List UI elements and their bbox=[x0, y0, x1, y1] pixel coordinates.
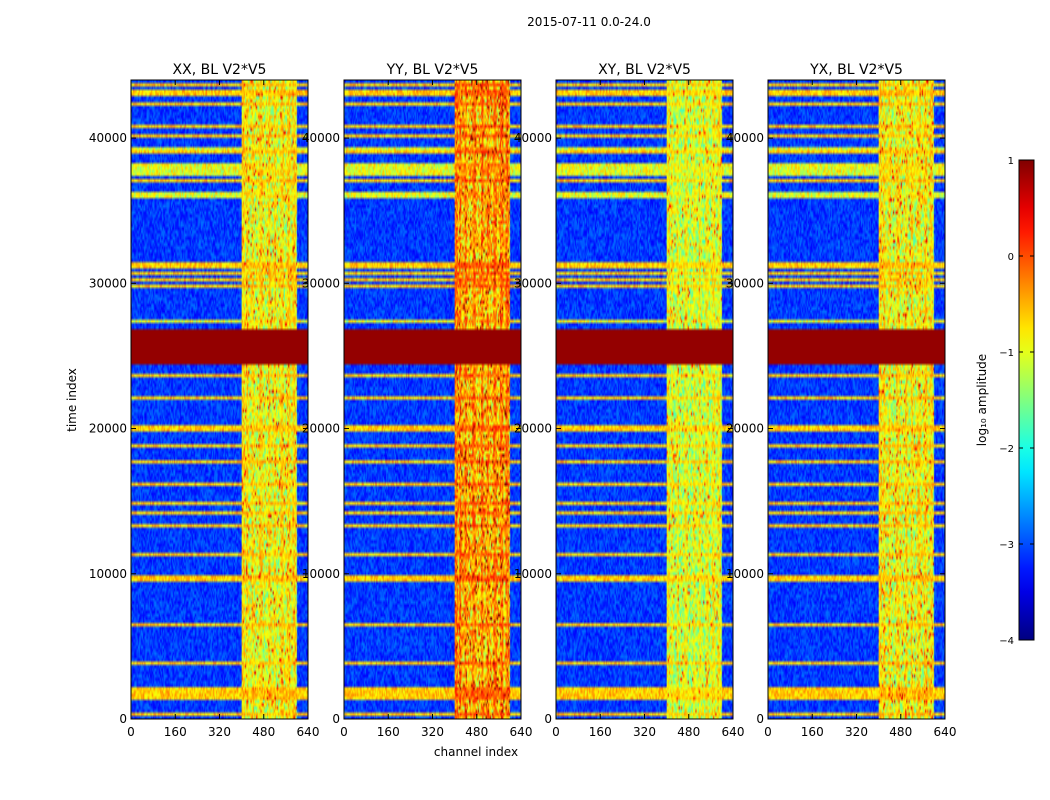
y-tick-label: 10000 bbox=[89, 567, 127, 581]
x-tick-label: 160 bbox=[164, 725, 187, 739]
y-tick-label: 30000 bbox=[514, 276, 552, 290]
x-tick-label: 640 bbox=[722, 725, 745, 739]
y-tick-label: 20000 bbox=[726, 422, 764, 436]
panel-3: YX, BL V2*V5 0 160 320 480 640 0 10000 20000 3000… bbox=[726, 62, 957, 739]
y-tick-label: 40000 bbox=[89, 131, 127, 145]
colorbar-tick-label: −3 bbox=[999, 540, 1014, 551]
y-tick-label: 0 bbox=[332, 712, 340, 726]
x-tick-label: 640 bbox=[934, 725, 957, 739]
x-tick-label: 480 bbox=[677, 725, 700, 739]
colorbar-tick-label: −1 bbox=[999, 348, 1014, 359]
x-tick-label: 320 bbox=[208, 725, 231, 739]
y-axis-label: time index bbox=[65, 368, 79, 432]
x-tick-label: 320 bbox=[633, 725, 656, 739]
x-tick-label: 320 bbox=[845, 725, 868, 739]
x-axis-label: channel index bbox=[434, 745, 518, 759]
x-tick-label: 640 bbox=[510, 725, 533, 739]
x-tick-label: 480 bbox=[889, 725, 912, 739]
panel-2: XY, BL V2*V5 0 160 320 480 640 0 10000 20000 3000… bbox=[514, 62, 745, 739]
y-tick-label: 20000 bbox=[89, 422, 127, 436]
x-tick-label: 0 bbox=[552, 725, 560, 739]
colorbar-tick-label: −2 bbox=[999, 444, 1014, 455]
panel-0: XX, BL V2*V5 0 160 320 480 640 0 10000 20000 3000… bbox=[89, 62, 320, 739]
heatmap-raster bbox=[556, 80, 733, 719]
x-tick-label: 160 bbox=[801, 725, 824, 739]
panel-1: YY, BL V2*V5 0 160 320 480 640 0 10000 20000 3000… bbox=[302, 62, 533, 739]
y-tick-label: 0 bbox=[544, 712, 552, 726]
x-tick-label: 0 bbox=[340, 725, 348, 739]
colorbar-tick-label: 0 bbox=[1008, 252, 1014, 263]
heatmap-raster bbox=[131, 80, 308, 719]
y-tick-label: 20000 bbox=[302, 422, 340, 436]
x-tick-label: 160 bbox=[377, 725, 400, 739]
x-tick-label: 0 bbox=[127, 725, 135, 739]
colorbar: 1 0 −1 −2 −3 −4 log₁₀ amplitude bbox=[975, 156, 1035, 647]
y-tick-label: 10000 bbox=[302, 567, 340, 581]
y-tick-label: 0 bbox=[756, 712, 764, 726]
y-tick-label: 10000 bbox=[514, 567, 552, 581]
y-tick-label: 40000 bbox=[302, 131, 340, 145]
y-tick-label: 30000 bbox=[89, 276, 127, 290]
y-tick-label: 40000 bbox=[514, 131, 552, 145]
colorbar-tick-label: 1 bbox=[1008, 156, 1014, 167]
x-tick-label: 160 bbox=[589, 725, 612, 739]
x-tick-label: 320 bbox=[421, 725, 444, 739]
panel-title: XY, BL V2*V5 bbox=[598, 62, 691, 78]
heatmap-raster bbox=[768, 80, 945, 719]
y-tick-label: 40000 bbox=[726, 131, 764, 145]
x-tick-label: 0 bbox=[764, 725, 772, 739]
colorbar-tick-label: −4 bbox=[999, 636, 1014, 647]
figure-title: 2015-07-11 0.0-24.0 bbox=[527, 15, 651, 29]
colorbar-gradient bbox=[1018, 159, 1035, 641]
panels-group: XX, BL V2*V5 0 160 320 480 640 0 10000 20000 3000… bbox=[89, 62, 957, 739]
panel-title: XX, BL V2*V5 bbox=[173, 62, 267, 78]
panel-title: YX, BL V2*V5 bbox=[809, 62, 903, 78]
heatmap-raster bbox=[344, 80, 521, 719]
x-tick-label: 640 bbox=[297, 725, 320, 739]
y-tick-label: 10000 bbox=[726, 567, 764, 581]
y-tick-label: 0 bbox=[119, 712, 127, 726]
panel-title: YY, BL V2*V5 bbox=[386, 62, 479, 78]
x-tick-label: 480 bbox=[465, 725, 488, 739]
colorbar-label: log₁₀ amplitude bbox=[975, 354, 989, 446]
x-tick-label: 480 bbox=[252, 725, 275, 739]
y-tick-label: 30000 bbox=[726, 276, 764, 290]
y-tick-label: 30000 bbox=[302, 276, 340, 290]
y-tick-label: 20000 bbox=[514, 422, 552, 436]
